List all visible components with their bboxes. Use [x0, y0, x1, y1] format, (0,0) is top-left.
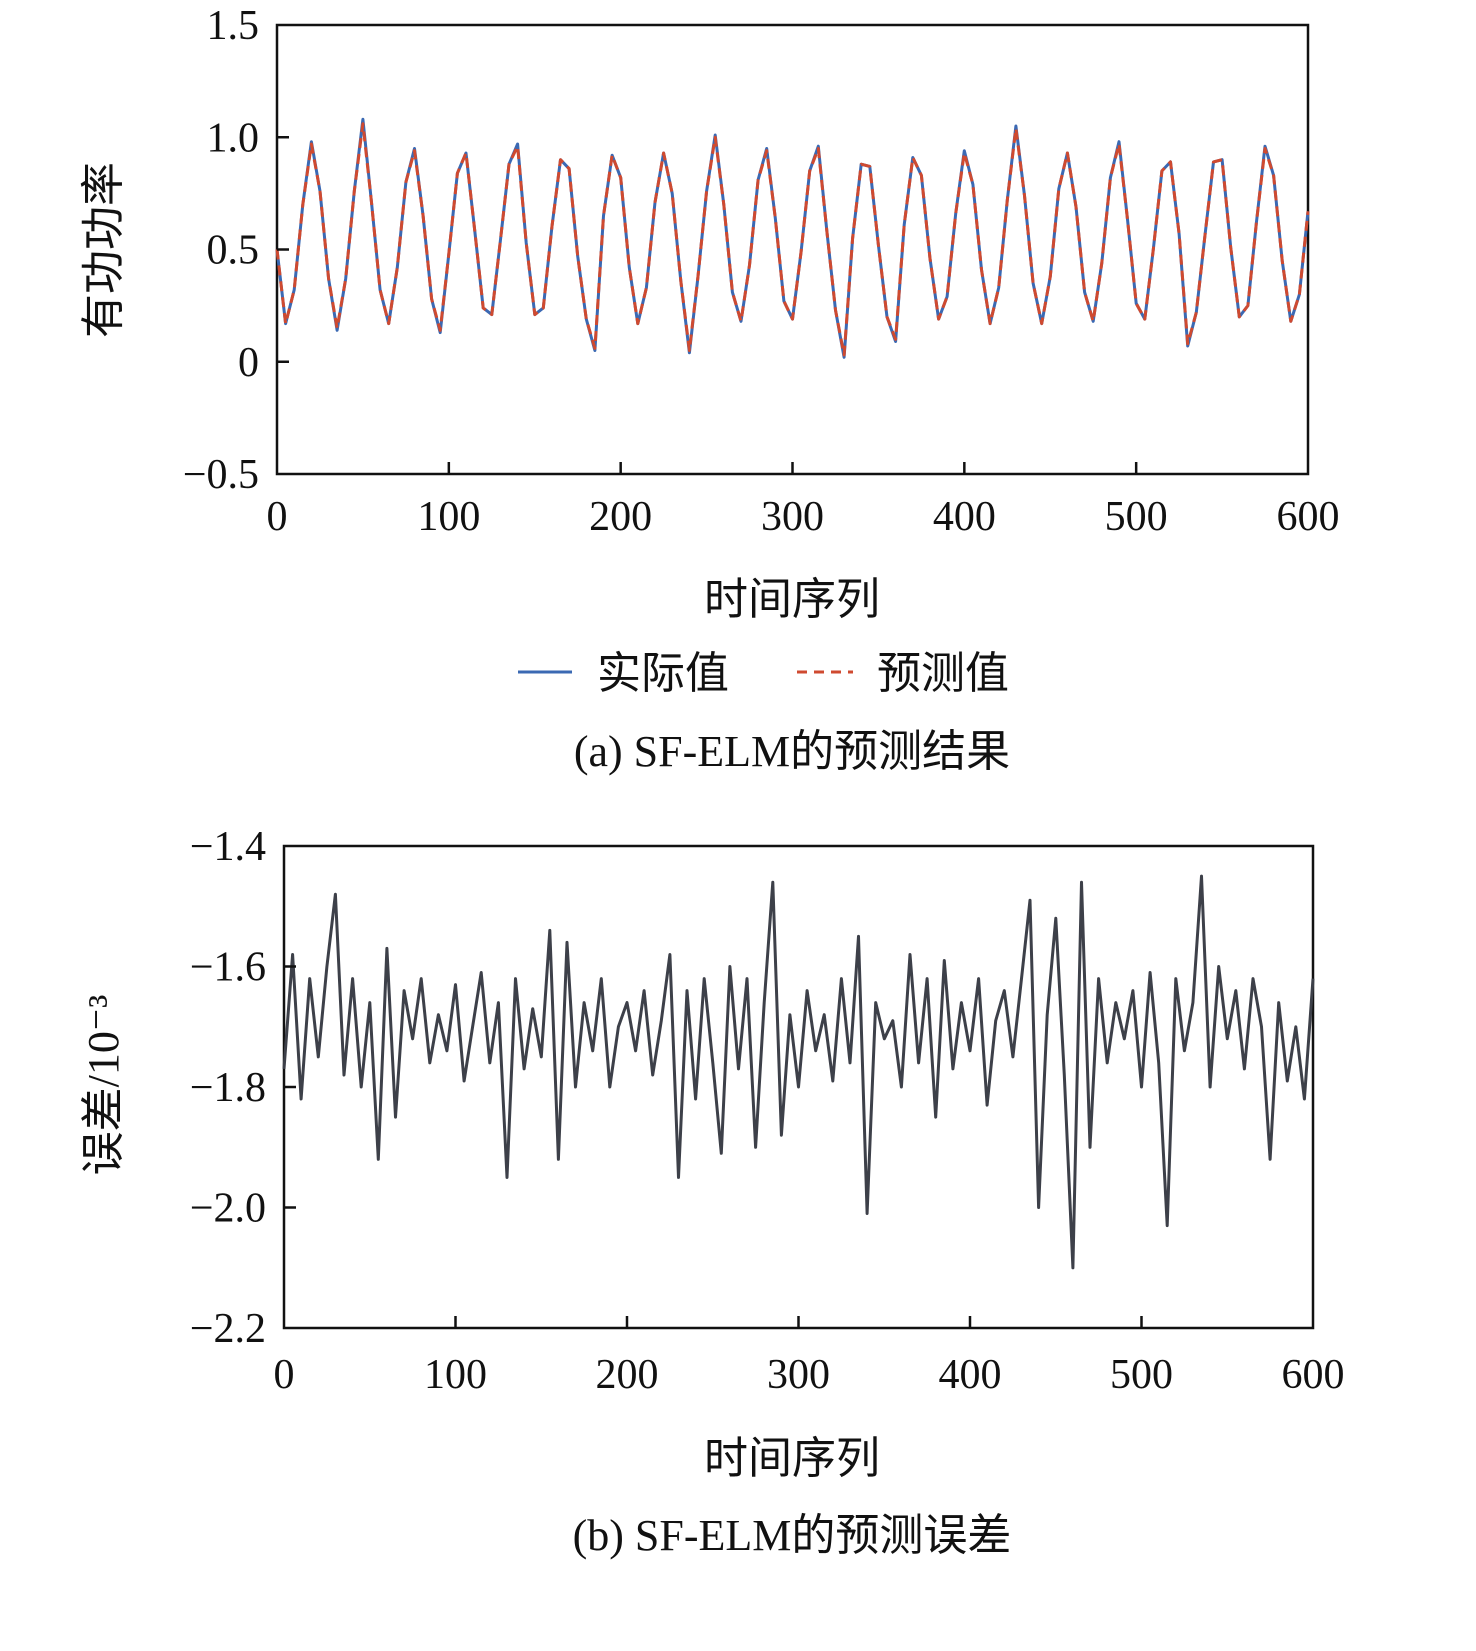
chart-b: 0 100 200 300 400 500 600−2.2−2.0−1.8−1.6−1.4 … — [79, 824, 1345, 1560]
caption-b: (b) SF-ELM的预测误差 — [573, 1511, 1012, 1560]
y-tick-label: −2.0 — [190, 1186, 266, 1232]
caption-a: (a) SF-ELM的预测结果 — [574, 727, 1010, 776]
x-tick-label: 500 — [1105, 494, 1168, 540]
x-tick-label: 0 — [274, 1352, 295, 1398]
legend: 实际值 预测值 — [518, 649, 1009, 698]
x-tick-label: 300 — [761, 494, 824, 540]
series-line-error — [282, 874, 1315, 1270]
y-tick-label: 0.5 — [207, 228, 260, 274]
x-axis-label: 时间序列 — [704, 1434, 880, 1483]
x-tick-label: 400 — [933, 494, 996, 540]
legend-label-predicted: 预测值 — [877, 649, 1009, 698]
y-axis-label: 有功功率 — [79, 162, 128, 338]
series-line-predicted — [275, 122, 1310, 357]
x-tick-label: 400 — [939, 1352, 1002, 1398]
y-tick-label: 1.0 — [207, 115, 260, 161]
y-tick-label: −0.5 — [183, 452, 259, 498]
legend-label-actual: 实际值 — [597, 649, 729, 698]
x-axis-label: 时间序列 — [704, 575, 880, 624]
chart-a: 0 100 200 300 400 500 600−0.500.51.01.5 有功功率 时… — [79, 3, 1340, 776]
x-tick-label: 600 — [1282, 1352, 1345, 1398]
y-axis-label: 误差/10⁻³ — [79, 995, 128, 1176]
x-tick-label: 100 — [424, 1352, 487, 1398]
y-tick-label: −1.6 — [190, 945, 266, 991]
x-tick-label: 200 — [589, 494, 652, 540]
y-tick-label: 0 — [238, 340, 259, 386]
x-tick-label: 300 — [767, 1352, 830, 1398]
x-tick-label: 500 — [1110, 1352, 1173, 1398]
x-tick-label: 0 — [267, 494, 288, 540]
y-tick-label: 1.5 — [207, 3, 260, 49]
x-tick-label: 600 — [1277, 494, 1340, 540]
y-tick-label: −1.8 — [190, 1065, 266, 1111]
x-tick-label: 100 — [417, 494, 480, 540]
x-tick-label: 200 — [596, 1352, 659, 1398]
y-tick-label: −1.4 — [190, 824, 266, 870]
y-tick-label: −2.2 — [190, 1306, 266, 1352]
